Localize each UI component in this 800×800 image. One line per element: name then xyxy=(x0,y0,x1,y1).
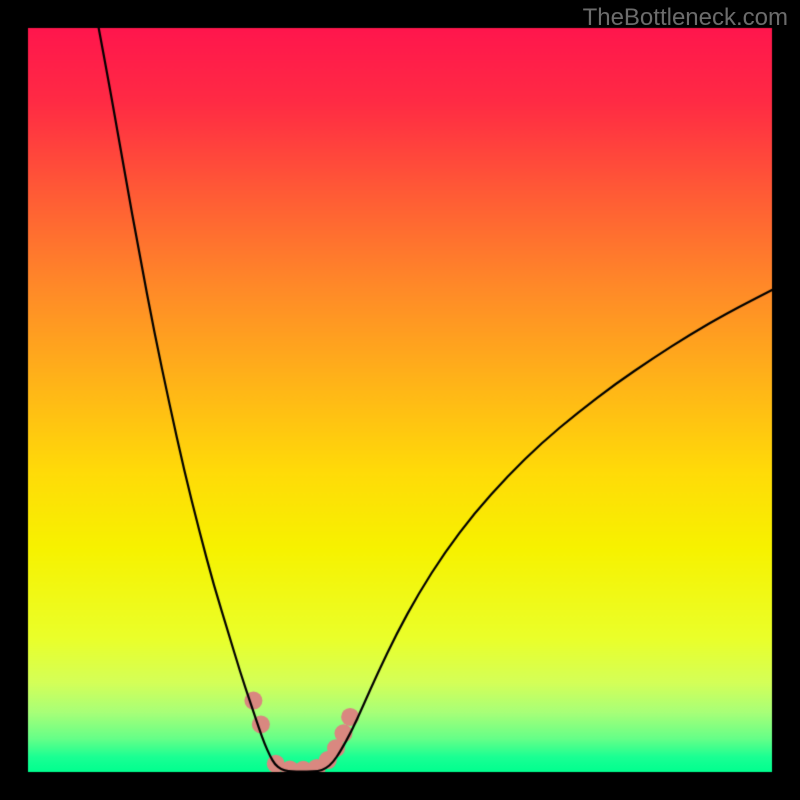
chart-canvas xyxy=(0,0,800,800)
chart-stage: TheBottleneck.com xyxy=(0,0,800,800)
watermark-text: TheBottleneck.com xyxy=(583,4,788,32)
